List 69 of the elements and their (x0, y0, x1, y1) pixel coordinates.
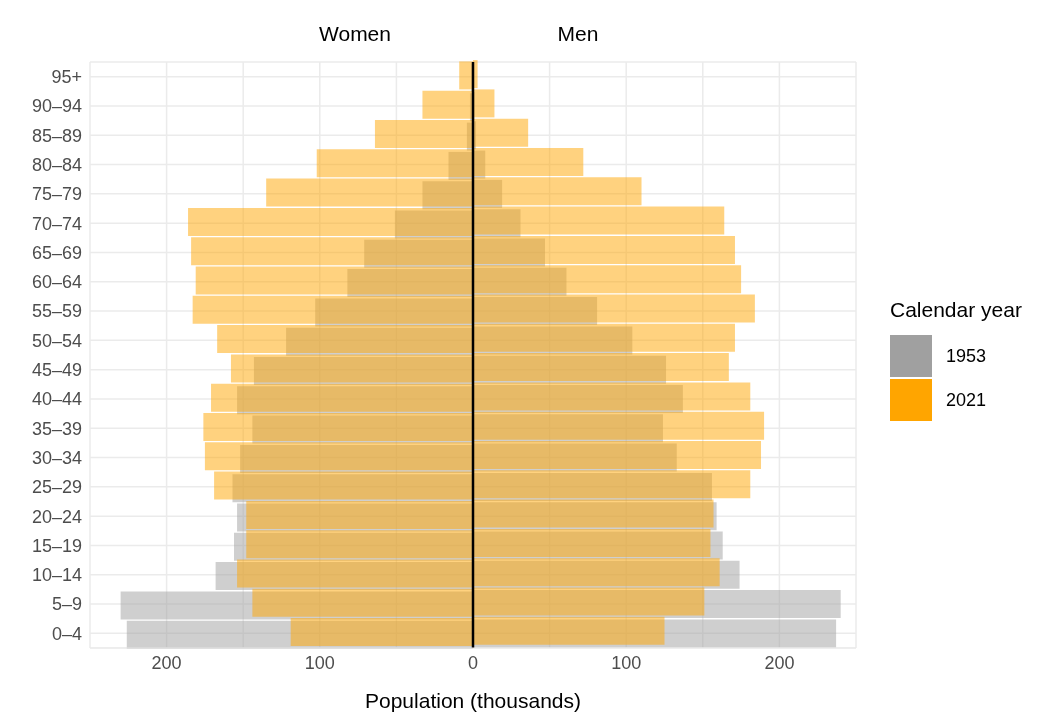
y-tick-label: 0–4 (51, 623, 82, 644)
bar (473, 294, 755, 323)
text: Women (319, 22, 391, 46)
y-tick-label: 40–44 (31, 389, 82, 410)
bar (473, 411, 765, 440)
bar (473, 235, 735, 264)
bar (374, 120, 473, 148)
bar (473, 206, 725, 235)
bar (473, 177, 642, 206)
y-tick-label: 55–59 (31, 301, 82, 322)
y-tick-label: 65–69 (31, 242, 82, 263)
y-tick-label: 25–29 (31, 477, 82, 498)
x-tick-label: 200 (151, 652, 182, 673)
bar (473, 148, 584, 176)
bar (204, 442, 473, 471)
bar (203, 413, 473, 441)
bar (422, 90, 473, 119)
bar (473, 587, 705, 616)
y-tick-label: 30–34 (31, 447, 82, 468)
bar (473, 528, 711, 557)
y-tick-label: 20–24 (31, 506, 82, 527)
y-tick-label: 45–49 (31, 360, 82, 381)
y-tick-label: 50–54 (31, 330, 82, 351)
legend-title: Calendar year (890, 298, 1022, 322)
bar (214, 471, 473, 500)
bar (246, 500, 473, 529)
bar (217, 325, 473, 354)
bar (473, 265, 742, 294)
y-tick-label: 75–79 (31, 184, 82, 205)
bar (252, 588, 473, 617)
y-tick-label: 80–84 (31, 154, 82, 175)
bar (188, 207, 473, 236)
bar (473, 470, 751, 499)
x-tick-label: 100 (611, 652, 642, 673)
bar (211, 383, 473, 412)
y-tick-label: 90–94 (31, 96, 82, 117)
bar (192, 295, 473, 324)
bar (459, 61, 473, 90)
legend-label: 2021 (946, 389, 987, 411)
x-tick-label: 0 (467, 652, 479, 673)
bar (237, 559, 473, 588)
y-tick-label: 95+ (51, 67, 82, 88)
y-tick-label: 60–64 (31, 272, 82, 293)
bar (473, 118, 529, 147)
bar (473, 89, 495, 118)
x-tick-label: 200 (764, 652, 795, 673)
legend-label: 1953 (946, 345, 987, 367)
bar (230, 354, 473, 383)
bar (473, 353, 729, 382)
y-tick-label: 5–9 (51, 594, 82, 615)
y-tick-label: 70–74 (31, 213, 82, 234)
bar (473, 616, 665, 645)
bar (195, 266, 473, 295)
y-tick-label: 35–39 (31, 418, 82, 439)
text: Men (557, 22, 599, 46)
bar (290, 618, 473, 647)
bar (473, 382, 751, 411)
bar (473, 558, 720, 587)
y-tick-label: 10–14 (31, 565, 82, 586)
x-tick-label: 100 (304, 652, 335, 673)
bar (473, 441, 762, 469)
bar (266, 178, 473, 207)
bar (191, 237, 473, 266)
y-tick-label: 85–89 (31, 125, 82, 146)
y-tick-label: 15–19 (31, 535, 82, 556)
bar (246, 530, 473, 559)
x-axis-title: Population (thousands) (365, 689, 581, 712)
bar (316, 149, 473, 178)
bar (473, 323, 735, 352)
